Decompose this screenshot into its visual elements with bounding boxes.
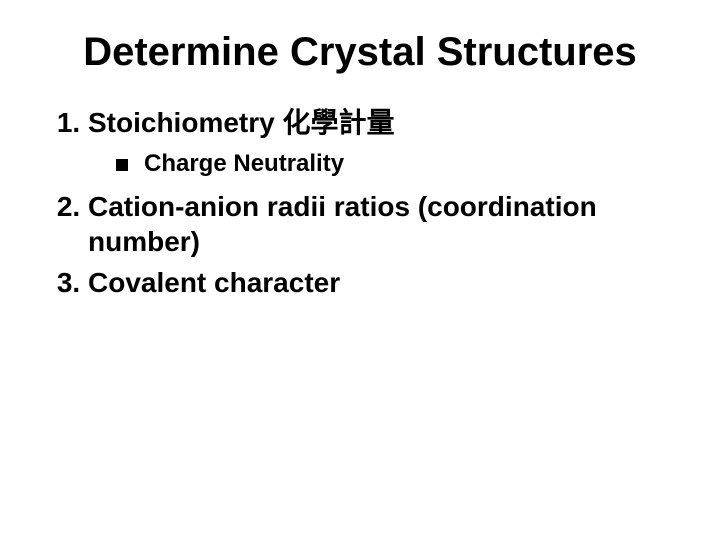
sub-list-item-text: Charge Neutrality (144, 150, 344, 177)
sub-list-item: Charge Neutrality (116, 148, 690, 179)
page-title: Determine Crystal Structures (30, 30, 690, 75)
list-item-text-en: Covalent character (88, 267, 340, 298)
list-item: Covalent character (88, 265, 690, 300)
list-item: Cation-anion radii ratios (coordination … (88, 189, 690, 259)
sub-list: Charge Neutrality (88, 148, 690, 179)
main-list: Stoichiometry 化學計量 Charge Neutrality Cat… (30, 105, 690, 300)
slide: Determine Crystal Structures Stoichiomet… (0, 0, 720, 540)
list-item: Stoichiometry 化學計量 Charge Neutrality (88, 105, 690, 179)
list-item-text-en: Cation-anion radii ratios (coordination … (88, 191, 597, 257)
list-item-text-zh: 化學計量 (282, 107, 394, 138)
list-item-text-en: Stoichiometry (88, 107, 275, 138)
